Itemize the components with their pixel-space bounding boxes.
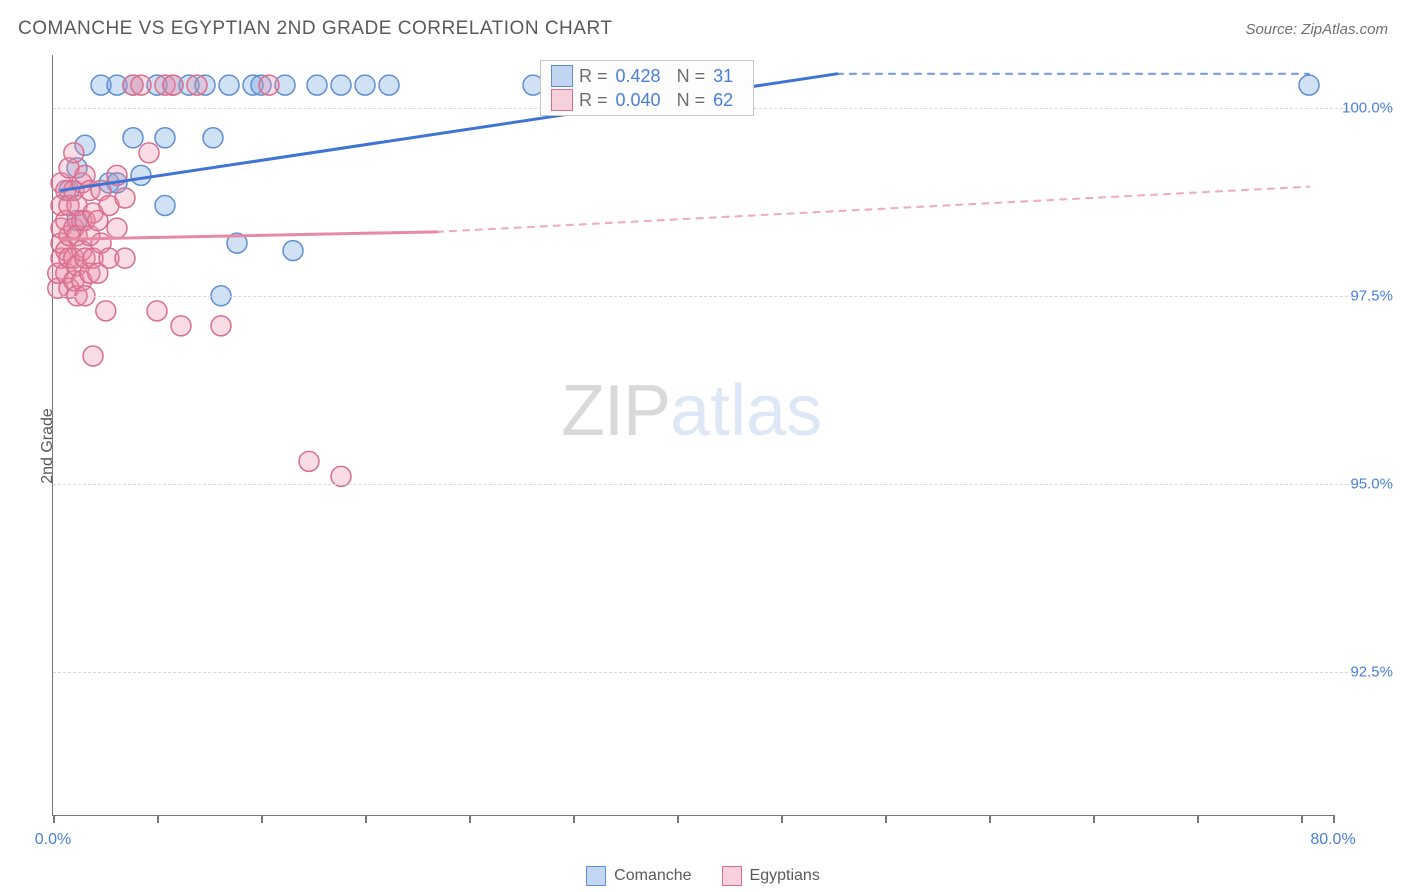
x-tick <box>261 815 263 823</box>
data-point <box>155 195 175 215</box>
data-point <box>155 128 175 148</box>
scatter-plot: ZIPatlas 92.5%95.0%97.5%100.0%0.0%80.0% <box>52 55 1333 816</box>
data-point <box>203 128 223 148</box>
source-label: Source: ZipAtlas.com <box>1245 21 1388 38</box>
data-point <box>171 316 191 336</box>
data-point <box>139 143 159 163</box>
data-point <box>259 75 279 95</box>
data-point <box>1299 75 1319 95</box>
n-label: N = <box>677 90 706 111</box>
data-point <box>123 128 143 148</box>
gridline <box>53 484 1353 485</box>
data-point <box>115 188 135 208</box>
x-tick <box>53 815 55 823</box>
x-tick <box>677 815 679 823</box>
legend-label: Comanche <box>614 867 691 885</box>
r-value: 0.428 <box>616 66 661 87</box>
trend-line-extension <box>437 187 1309 232</box>
x-tick <box>781 815 783 823</box>
legend-swatch <box>586 866 606 886</box>
data-point <box>379 75 399 95</box>
data-point <box>83 346 103 366</box>
legend-swatch <box>722 866 742 886</box>
legend-label: Egyptians <box>750 867 820 885</box>
legend-swatch <box>551 65 573 87</box>
data-point <box>283 241 303 261</box>
r-value: 0.040 <box>616 90 661 111</box>
y-tick-label: 95.0% <box>1338 475 1393 492</box>
r-label: R = <box>579 66 608 87</box>
x-tick <box>1333 815 1335 823</box>
data-point <box>299 451 319 471</box>
data-point <box>107 218 127 238</box>
legend-item: Comanche <box>586 866 691 886</box>
x-tick <box>469 815 471 823</box>
data-point <box>115 248 135 268</box>
plot-svg <box>53 55 1333 815</box>
x-tick <box>1197 815 1199 823</box>
x-tick <box>1301 815 1303 823</box>
legend-swatch <box>551 89 573 111</box>
n-value: 31 <box>713 66 733 87</box>
data-point <box>147 301 167 321</box>
data-point <box>131 165 151 185</box>
data-point <box>163 75 183 95</box>
chart-title: COMANCHE VS EGYPTIAN 2ND GRADE CORRELATI… <box>18 18 612 40</box>
bottom-legend: Comanche Egyptians <box>0 866 1406 886</box>
data-point <box>211 316 231 336</box>
data-point <box>331 75 351 95</box>
y-tick-label: 97.5% <box>1338 287 1393 304</box>
data-point <box>187 75 207 95</box>
x-tick <box>365 815 367 823</box>
data-point <box>307 75 327 95</box>
gridline <box>53 672 1353 673</box>
x-tick <box>573 815 575 823</box>
x-tick-label: 0.0% <box>35 831 71 849</box>
y-tick-label: 92.5% <box>1338 664 1393 681</box>
n-value: 62 <box>713 90 733 111</box>
stats-box: R = 0.428 N = 31 R = 0.040 N = 62 <box>540 60 754 116</box>
stats-row: R = 0.040 N = 62 <box>551 89 743 111</box>
data-point <box>64 143 84 163</box>
data-point <box>96 301 116 321</box>
x-tick-label: 80.0% <box>1310 831 1355 849</box>
x-tick <box>885 815 887 823</box>
legend-item: Egyptians <box>722 866 820 886</box>
gridline <box>53 296 1353 297</box>
x-tick <box>989 815 991 823</box>
y-tick-label: 100.0% <box>1338 99 1393 116</box>
stats-row: R = 0.428 N = 31 <box>551 65 743 87</box>
x-tick <box>1093 815 1095 823</box>
x-tick <box>157 815 159 823</box>
data-point <box>355 75 375 95</box>
n-label: N = <box>677 66 706 87</box>
r-label: R = <box>579 90 608 111</box>
data-point <box>131 75 151 95</box>
data-point <box>219 75 239 95</box>
